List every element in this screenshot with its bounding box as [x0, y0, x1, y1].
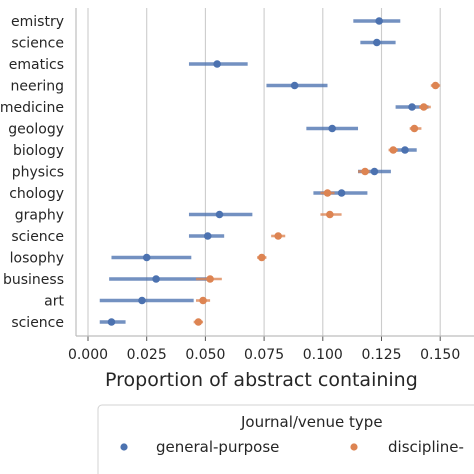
point-general-purpose: [337, 189, 346, 197]
x-tick-label: 0.075: [244, 347, 284, 363]
category-label: losophy: [10, 251, 64, 267]
point-general-purpose: [408, 103, 416, 111]
category-label: geology: [8, 122, 64, 138]
x-tick-label: 0.050: [185, 347, 225, 363]
point-general-purpose: [375, 17, 383, 25]
point-discipline: [274, 232, 282, 240]
point-discipline: [431, 81, 440, 90]
point-discipline: [206, 275, 214, 283]
point-discipline: [419, 103, 428, 111]
point-general-purpose: [290, 81, 299, 90]
category-label: art: [44, 294, 64, 310]
legend-marker-general-purpose: [120, 443, 128, 451]
point-general-purpose: [152, 275, 160, 283]
category-label: ematics: [9, 57, 64, 73]
legend-marker-discipline: [350, 443, 358, 451]
category-label: science: [11, 229, 64, 245]
point-general-purpose: [328, 124, 336, 133]
legend-label-discipline: discipline-: [388, 438, 464, 456]
category-label: emistry: [11, 14, 64, 30]
x-axis-ticks: 0.000 0.025 0.050 0.075 0.100 0.125 0.150: [68, 336, 460, 363]
x-tick-label: 0.125: [361, 347, 401, 363]
category-label: business: [3, 272, 64, 288]
legend: Journal/venue type general-purpose disci…: [97, 404, 474, 474]
point-discipline: [361, 167, 369, 176]
category-label: medicine: [0, 100, 64, 116]
category-labels: emistry science ematics neering medicine geol…: [0, 14, 65, 331]
legend-box: [97, 404, 474, 474]
point-general-purpose: [107, 318, 116, 326]
x-tick-label: 0.100: [303, 347, 343, 363]
point-discipline: [199, 296, 207, 305]
legend-title: Journal/venue type: [240, 413, 383, 431]
point-general-purpose: [370, 167, 379, 176]
point-discipline: [257, 253, 266, 262]
point-general-purpose: [213, 60, 221, 68]
point-discipline: [326, 210, 334, 219]
data-points: [107, 17, 440, 326]
category-label: neering: [10, 79, 64, 95]
category-label: graphy: [15, 208, 64, 224]
point-discipline: [323, 189, 332, 197]
point-general-purpose: [215, 210, 224, 219]
category-label: science: [11, 315, 64, 331]
point-general-purpose: [373, 38, 381, 47]
category-label: physics: [12, 165, 64, 181]
error-bars: [99, 19, 441, 324]
point-discipline: [194, 318, 203, 326]
point-general-purpose: [142, 253, 151, 262]
x-tick-label: 0.025: [127, 347, 167, 363]
legend-label-general-purpose: general-purpose: [156, 438, 279, 456]
point-discipline: [410, 124, 419, 133]
point-general-purpose: [401, 146, 409, 154]
category-label: chology: [9, 186, 64, 202]
x-axis-title: Proportion of abstract containing: [105, 369, 418, 391]
x-tick-label: 0.150: [420, 347, 460, 363]
category-label: biology: [13, 143, 64, 159]
point-discipline: [389, 146, 398, 154]
point-general-purpose: [138, 296, 146, 305]
point-general-purpose: [203, 232, 212, 240]
x-tick-label: 0.000: [68, 347, 108, 363]
category-label: science: [11, 36, 64, 52]
